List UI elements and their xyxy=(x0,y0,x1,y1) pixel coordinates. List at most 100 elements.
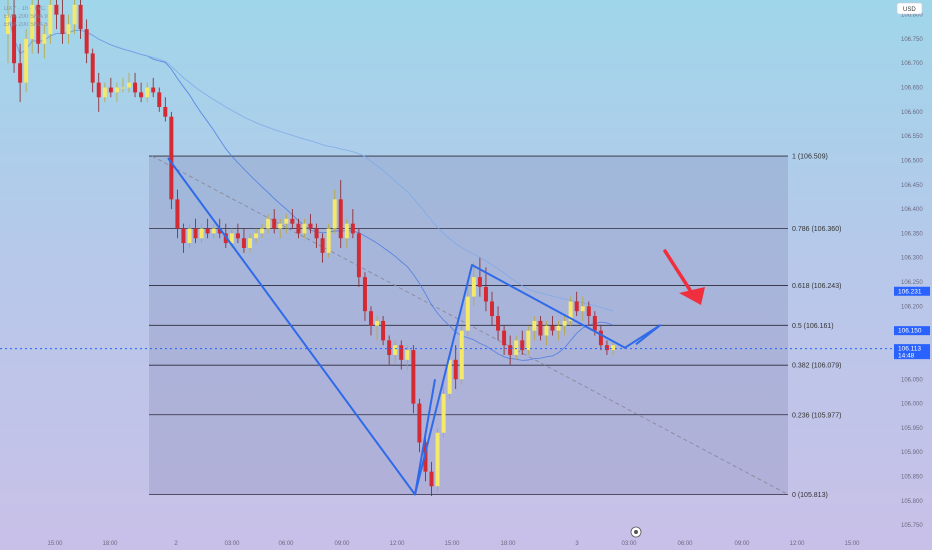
candle-body xyxy=(90,53,95,83)
x-tick-4: 06:00 xyxy=(278,541,294,547)
candle xyxy=(157,87,162,112)
candle-body xyxy=(72,4,77,25)
candle xyxy=(574,291,579,317)
candle xyxy=(320,233,325,263)
candle xyxy=(205,218,210,239)
candle xyxy=(241,228,246,253)
candle-body xyxy=(393,345,398,355)
candle-body xyxy=(526,330,531,351)
candle xyxy=(120,77,125,93)
candle-body xyxy=(175,199,180,229)
candle-body xyxy=(568,301,573,321)
candle-body xyxy=(66,24,71,35)
candle-body xyxy=(520,340,525,351)
price-tag-text: 106.150 xyxy=(898,328,922,335)
candle-body xyxy=(417,403,422,443)
candle xyxy=(556,320,561,341)
candle xyxy=(520,330,525,355)
candle xyxy=(471,262,476,307)
candle xyxy=(66,14,71,44)
candle-body xyxy=(556,325,561,331)
candle xyxy=(302,218,307,239)
candle xyxy=(459,325,464,385)
candle xyxy=(369,306,373,336)
candle-body xyxy=(157,92,162,107)
candle-body xyxy=(502,330,507,346)
candle xyxy=(272,209,277,234)
legend-entry-1: EMA 200 SMA 9 xyxy=(4,14,48,20)
candle xyxy=(362,272,367,321)
candle-body xyxy=(429,471,434,487)
candle xyxy=(48,0,53,44)
candle xyxy=(163,97,168,122)
candle xyxy=(72,0,77,35)
candle xyxy=(90,48,95,93)
y-tick-18: 105.900 xyxy=(901,450,923,456)
candle-body xyxy=(477,277,482,287)
y-tick-17: 105.950 xyxy=(901,426,923,432)
candle-body xyxy=(187,228,192,244)
candle xyxy=(477,257,482,297)
candle xyxy=(114,82,119,103)
candle xyxy=(139,82,144,103)
candle-body xyxy=(611,345,615,351)
candle-body xyxy=(544,325,549,336)
candle-body xyxy=(562,320,567,326)
price-tag-0: 106.231 xyxy=(894,286,930,296)
candle xyxy=(604,340,609,355)
candle xyxy=(393,340,398,365)
candle xyxy=(266,213,271,234)
fib-label-6: 0 (105.813) xyxy=(792,492,828,499)
candle-body xyxy=(217,228,222,234)
x-tick-9: 3 xyxy=(575,541,579,547)
candle-body xyxy=(296,223,301,234)
candle xyxy=(60,0,65,44)
candle xyxy=(254,228,259,244)
candle xyxy=(102,82,107,103)
candle xyxy=(441,384,446,438)
candle-body xyxy=(18,63,23,83)
candle-body xyxy=(48,4,53,35)
y-tick-19: 105.850 xyxy=(901,475,923,481)
x-tick-8: 18:00 xyxy=(500,541,516,547)
x-tick-3: 03:00 xyxy=(224,541,240,547)
candle-body xyxy=(229,233,234,244)
candle xyxy=(18,43,23,103)
candle-body xyxy=(320,238,325,253)
candle-body xyxy=(169,116,174,200)
candle-body xyxy=(54,4,59,15)
candle-body xyxy=(272,218,277,229)
candle xyxy=(175,189,180,239)
candle-body xyxy=(163,106,168,117)
candle-body xyxy=(423,442,428,472)
candle xyxy=(490,291,494,326)
candle xyxy=(435,427,440,492)
candle-body xyxy=(6,14,10,35)
candle-body xyxy=(241,238,246,248)
zigzag-segment xyxy=(414,379,436,495)
candle-body xyxy=(471,277,476,297)
candle-body xyxy=(447,359,452,394)
candle xyxy=(24,29,29,93)
candle xyxy=(187,223,192,248)
candle-body xyxy=(399,345,404,360)
candle-body xyxy=(260,228,265,234)
candle-body xyxy=(205,228,210,234)
candle-body xyxy=(308,223,313,229)
currency-label: USD xyxy=(896,2,923,15)
candle-body xyxy=(314,228,319,239)
candle-body xyxy=(284,218,289,224)
x-tick-12: 09:00 xyxy=(734,541,750,547)
candle-body xyxy=(302,223,307,234)
candle xyxy=(193,218,198,244)
candle-body xyxy=(465,296,470,331)
candle xyxy=(399,340,404,370)
candle xyxy=(375,316,380,341)
candle-body xyxy=(405,350,410,360)
fib-label-4: 0.382 (106.079) xyxy=(792,363,841,370)
candle-body xyxy=(326,228,331,253)
candle-body xyxy=(114,87,119,93)
